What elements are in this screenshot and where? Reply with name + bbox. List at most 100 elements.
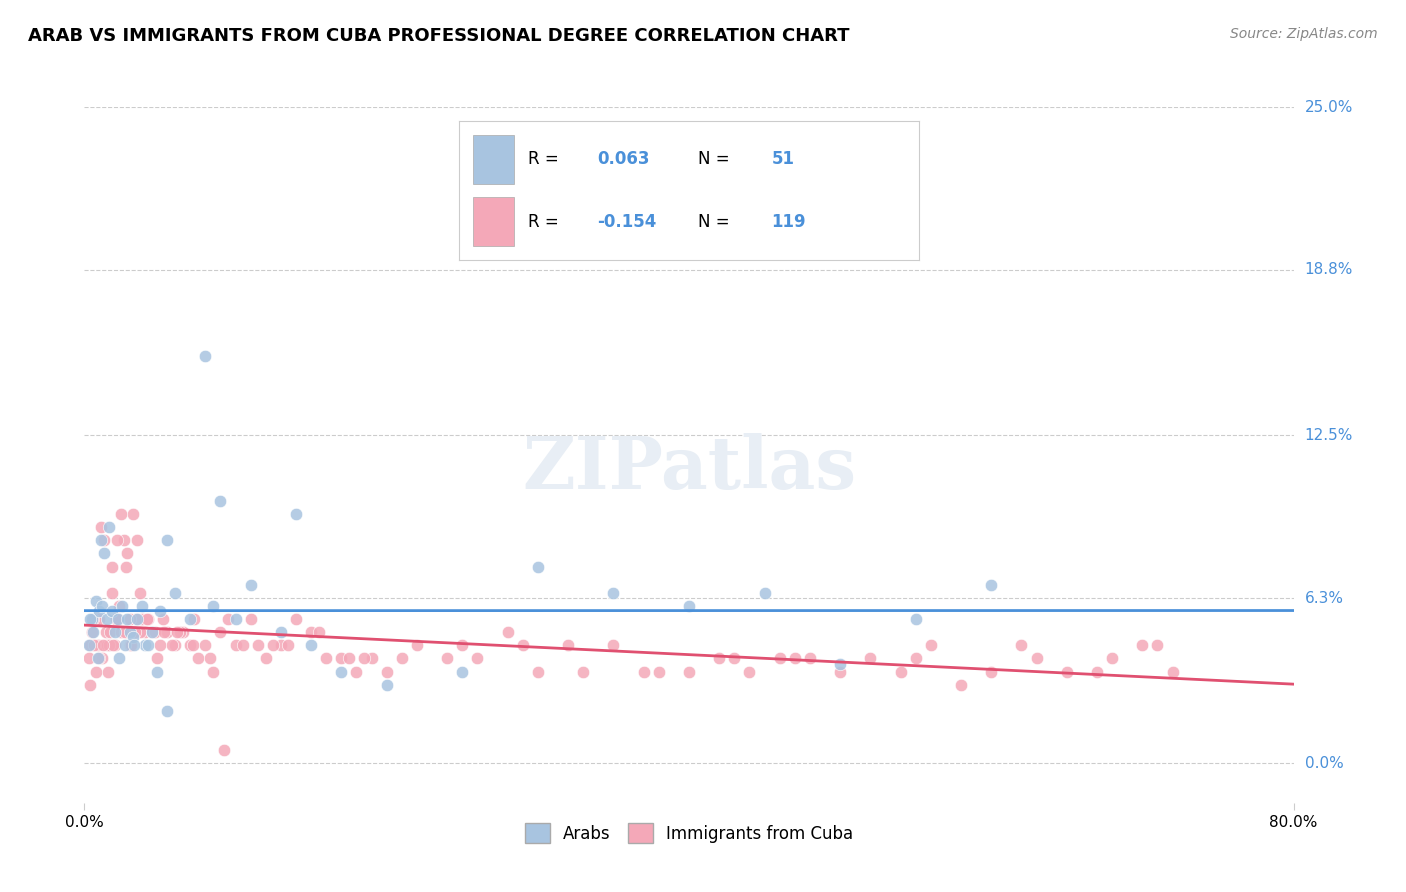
Point [86,593,108,607]
Point [83,638,105,652]
Point [270,625,292,640]
Point [904,651,927,665]
Point [114,625,136,640]
Point [89,604,111,618]
Point [315,651,337,665]
Point [602,638,624,652]
Point [90,533,112,548]
Point [134,625,156,640]
Point [783,651,806,665]
Point [830,665,852,679]
Point [299,625,322,640]
Point [80,625,103,640]
Point [308,625,330,640]
Point [890,665,912,679]
Point [152,612,174,626]
Point [90,520,112,534]
Point [156,704,179,718]
Point [93,533,115,548]
Text: 0.0%: 0.0% [1305,756,1343,771]
Point [1132,638,1154,652]
Point [904,612,927,626]
Point [738,665,761,679]
Point [87,651,110,665]
Text: 6.3%: 6.3% [1305,591,1344,606]
Point [94,625,117,640]
Point [104,638,127,652]
Point [1025,651,1047,665]
Point [165,586,187,600]
Point [187,651,209,665]
Point [572,665,595,679]
Point [181,638,204,652]
Point [156,533,179,548]
Point [1101,651,1123,665]
Point [1085,665,1108,679]
Point [82,612,104,626]
Point [111,599,134,613]
Point [950,678,973,692]
Point [100,586,122,600]
Point [678,599,700,613]
Point [122,638,145,652]
Point [754,586,776,600]
Point [86,665,108,679]
Point [129,625,152,640]
Point [152,625,174,640]
Point [201,599,224,613]
Point [101,638,124,652]
Point [194,638,217,652]
Point [136,612,159,626]
Point [115,546,138,560]
Point [110,625,132,640]
Point [141,625,163,640]
Point [225,612,247,626]
Point [270,638,292,652]
Point [375,678,398,692]
Point [247,638,270,652]
Point [467,651,489,665]
Point [79,678,101,692]
Point [330,665,353,679]
Point [82,625,104,640]
Point [79,612,101,626]
Point [149,604,172,618]
Point [91,651,114,665]
Point [346,665,368,679]
Point [89,612,111,626]
Legend: Arabs, Immigrants from Cuba: Arabs, Immigrants from Cuba [519,816,859,850]
Point [120,638,142,652]
Point [131,599,153,613]
Point [209,625,232,640]
Point [87,638,110,652]
Point [239,578,262,592]
Point [146,665,169,679]
Point [406,638,429,652]
Point [165,638,187,652]
Text: Source: ZipAtlas.com: Source: ZipAtlas.com [1230,27,1378,41]
Point [337,651,360,665]
Point [512,638,534,652]
Point [212,743,235,757]
Point [108,599,131,613]
Point [723,651,745,665]
Point [121,631,143,645]
Point [1011,638,1033,652]
Point [179,612,201,626]
Point [114,638,136,652]
Point [87,651,110,665]
Point [1146,638,1168,652]
Point [118,638,141,652]
Point [77,651,100,665]
Point [436,651,458,665]
Point [633,665,655,679]
Point [107,612,129,626]
Point [496,625,519,640]
Text: ARAB VS IMMIGRANTS FROM CUBA PROFESSIONAL DEGREE CORRELATION CHART: ARAB VS IMMIGRANTS FROM CUBA PROFESSIONA… [28,27,849,45]
Point [709,651,731,665]
Point [124,625,146,640]
Point [96,612,118,626]
Point [830,657,852,671]
Point [239,612,262,626]
Point [127,533,149,548]
